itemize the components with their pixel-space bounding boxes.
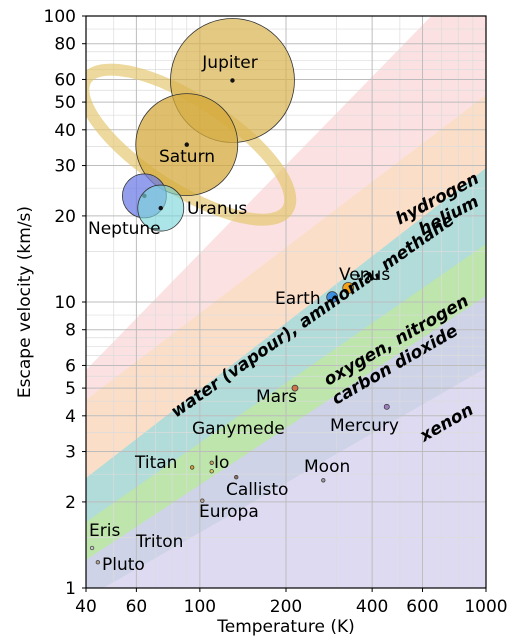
- body-titan: [190, 465, 195, 470]
- x-tick-label: 600: [406, 597, 438, 617]
- body-center-dot: [158, 205, 163, 211]
- body-ganymede: [209, 460, 214, 465]
- body-eris: [89, 545, 95, 551]
- body-venus: [326, 291, 339, 303]
- x-axis-label: Temperature (K): [216, 617, 355, 637]
- x-tick-label: 60: [126, 597, 148, 617]
- y-tick-label: 60: [54, 70, 76, 90]
- label-jupiter: Jupiter: [201, 53, 257, 73]
- y-tick-label: 8: [65, 321, 76, 341]
- label-mercury: Mercury: [330, 416, 399, 436]
- y-axis-label: Escape velocity (km/s): [15, 206, 35, 398]
- label-mars: Mars: [256, 387, 297, 407]
- body-center-dot: [184, 142, 189, 147]
- body-pluto: [95, 560, 100, 565]
- y-tick-label: 1: [65, 579, 76, 599]
- body-io: [209, 469, 214, 474]
- x-tick-label: 1000: [464, 597, 507, 617]
- label-titan: Titan: [134, 453, 177, 473]
- label-callisto: Callisto: [226, 480, 288, 500]
- y-tick-label: 4: [65, 407, 76, 427]
- x-tick-label: 400: [356, 597, 388, 617]
- y-tick-label: 80: [54, 35, 76, 55]
- label-ganymede: Ganymede: [192, 419, 285, 439]
- body-callisto: [234, 475, 239, 480]
- label-triton: Triton: [135, 532, 183, 552]
- y-tick-label: 50: [54, 93, 76, 113]
- y-axis-ticks: 1 2 3 4 5 6 8 10 20 30 40 50 60 80 100: [44, 7, 86, 599]
- body-labels: Jupiter Saturn Uranus Neptune Venus Earth Mars…: [88, 53, 399, 575]
- label-saturn: Saturn: [159, 147, 215, 167]
- y-tick-label: 30: [54, 157, 76, 177]
- y-tick-label: 20: [54, 207, 76, 227]
- x-axis-ticks: 40 60 100 200 400 600 1000: [75, 588, 508, 617]
- label-pluto: Pluto: [102, 555, 145, 575]
- body-moon: [321, 478, 326, 483]
- y-tick-label: 2: [65, 493, 76, 513]
- x-tick-label: 40: [75, 597, 97, 617]
- y-tick-label: 40: [54, 121, 76, 141]
- label-eris: Eris: [89, 521, 120, 541]
- label-earth: Earth: [275, 289, 321, 309]
- y-tick-label: 6: [65, 356, 76, 376]
- bodies: [78, 18, 390, 565]
- body-center-dot: [230, 78, 235, 83]
- body-triton: [78, 539, 82, 543]
- y-tick-label: 100: [44, 7, 76, 27]
- body-mars: [291, 384, 299, 392]
- label-venus: Venus: [339, 265, 390, 285]
- gas-band: [86, 368, 486, 588]
- x-tick-label: 100: [184, 597, 216, 617]
- body-europa: [200, 498, 205, 503]
- body-mercury: [383, 403, 390, 410]
- y-tick-label: 5: [65, 379, 76, 399]
- body-earth: [342, 282, 355, 294]
- label-neptune: Neptune: [88, 219, 161, 239]
- label-io: Io: [214, 453, 229, 473]
- y-tick-label: 3: [65, 443, 76, 463]
- label-moon: Moon: [304, 457, 350, 477]
- x-tick-label: 200: [270, 597, 302, 617]
- label-europa: Europa: [199, 502, 259, 522]
- label-uranus: Uranus: [187, 199, 247, 219]
- y-tick-label: 10: [54, 293, 76, 313]
